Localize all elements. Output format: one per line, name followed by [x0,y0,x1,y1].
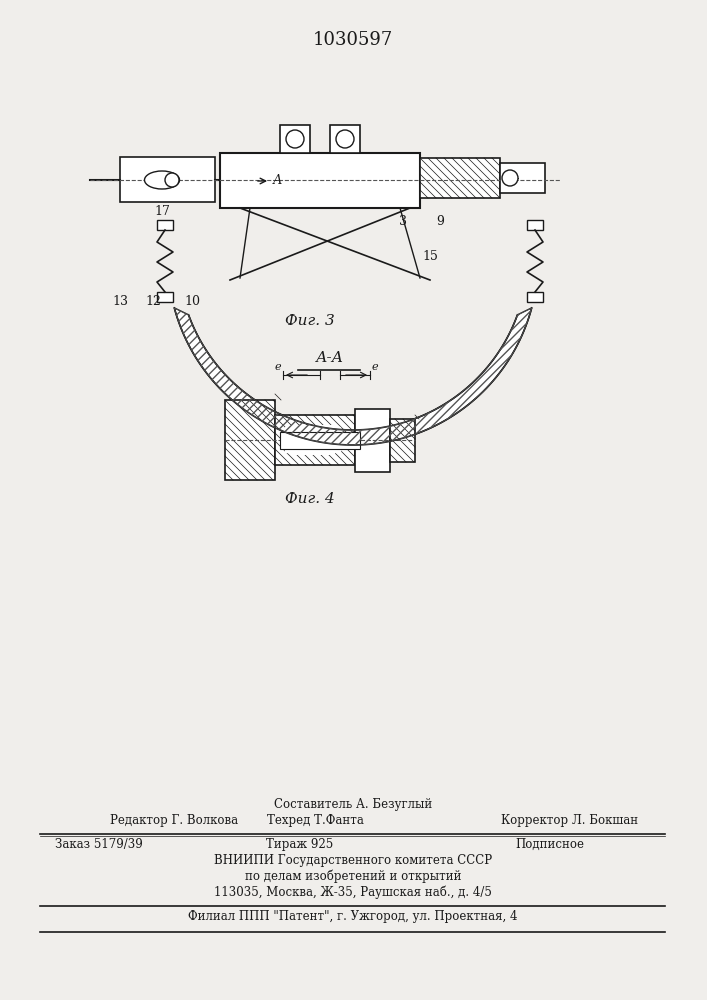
Bar [275,415,355,465]
Text: Редактор Г. Волкова: Редактор Г. Волкова [110,814,238,827]
Bar [225,400,275,480]
Text: Фиг. 4: Фиг. 4 [285,492,335,506]
Text: 3: 3 [399,215,407,228]
Bar [285,427,340,452]
Text: А-А: А-А [316,351,344,365]
Bar [390,419,415,462]
Bar [500,163,545,193]
Bar [330,125,360,153]
Bar [527,220,543,230]
Text: 13: 13 [112,295,128,308]
Text: 9: 9 [436,215,444,228]
Bar [290,425,335,455]
Text: Фиг. 3: Фиг. 3 [285,314,335,328]
Bar [157,292,173,302]
Polygon shape [175,308,532,445]
Bar [355,409,390,472]
Text: Техред Т.Фанта: Техред Т.Фанта [267,814,363,827]
Text: 113035, Москва, Ж-35, Раушская наб., д. 4/5: 113035, Москва, Ж-35, Раушская наб., д. … [214,886,492,899]
Text: Корректор Л. Бокшан: Корректор Л. Бокшан [501,814,638,827]
Text: 15: 15 [422,250,438,263]
Bar [120,157,215,202]
Bar [280,432,360,449]
Text: 10: 10 [184,295,200,308]
Bar [220,153,420,208]
Bar [157,220,173,230]
Circle shape [286,130,304,148]
Text: Тираж 925: Тираж 925 [267,838,334,851]
Text: Подписное: Подписное [515,838,585,851]
Text: 17: 17 [154,205,170,218]
Text: 1030597: 1030597 [313,31,393,49]
Text: 12: 12 [145,295,161,308]
Text: e: e [372,362,378,372]
Bar [527,292,543,302]
Text: А: А [273,174,283,188]
Ellipse shape [144,171,180,189]
Bar [280,125,310,153]
Circle shape [336,130,354,148]
Text: Филиал ППП "Патент", г. Ужгород, ул. Проектная, 4: Филиал ППП "Патент", г. Ужгород, ул. Про… [188,910,518,923]
Text: e: e [275,362,281,372]
Text: по делам изобретений и открытий: по делам изобретений и открытий [245,869,461,883]
Text: Заказ 5179/39: Заказ 5179/39 [55,838,143,851]
Circle shape [502,170,518,186]
Circle shape [165,173,179,187]
Text: ВНИИПИ Государственного комитета СССР: ВНИИПИ Государственного комитета СССР [214,854,492,867]
Text: Составитель А. Безуглый: Составитель А. Безуглый [274,798,432,811]
Bar [420,158,500,198]
